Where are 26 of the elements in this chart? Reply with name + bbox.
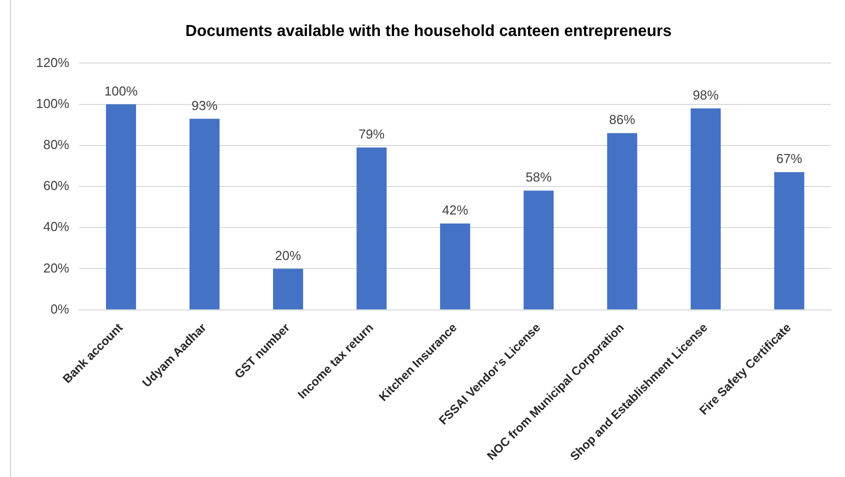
y-tick-label: 120% (36, 54, 70, 70)
y-tick-label: 60% (43, 178, 70, 194)
y-tick-label: 20% (43, 260, 70, 276)
bar (690, 108, 721, 310)
data-label: 42% (442, 202, 469, 218)
bar (356, 147, 387, 310)
bar (774, 172, 804, 310)
data-label: 58% (526, 170, 552, 185)
data-label: 20% (275, 248, 302, 263)
chart-title: Documents available with the household canteen entrepreneurs (185, 23, 672, 40)
data-label: 100% (104, 83, 138, 98)
y-tick-label: 80% (43, 136, 70, 152)
bar (607, 133, 638, 310)
bar (106, 104, 136, 310)
bar (524, 190, 554, 310)
bar (190, 118, 220, 310)
data-label: 98% (692, 88, 720, 102)
y-tick-label: 100% (36, 96, 70, 111)
data-label: 93% (192, 98, 218, 113)
data-label: 67% (776, 151, 803, 166)
bar (273, 268, 304, 310)
data-label: 86% (609, 112, 636, 128)
bar (440, 224, 470, 310)
data-label: 79% (358, 126, 386, 142)
y-tick-label: 40% (43, 219, 70, 234)
y-tick-label: 0% (50, 301, 70, 316)
